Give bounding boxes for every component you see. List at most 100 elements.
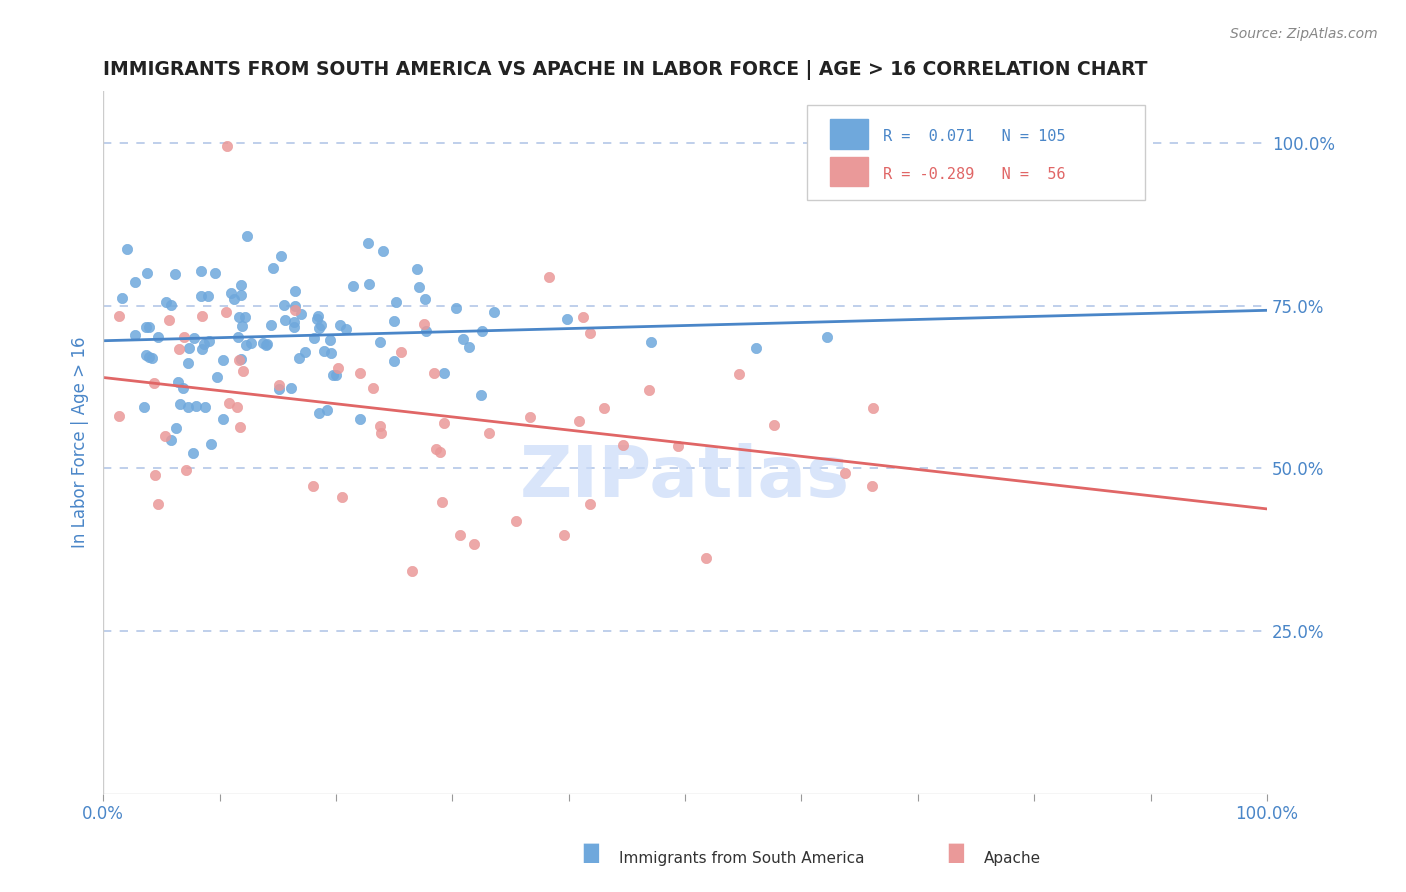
Point xyxy=(148,329,170,343)
Point xyxy=(239,335,262,350)
Point xyxy=(190,263,212,277)
Point xyxy=(215,139,238,153)
Point xyxy=(470,388,492,402)
Point xyxy=(226,400,249,414)
Point xyxy=(406,262,429,277)
Point xyxy=(235,228,257,243)
Point xyxy=(194,400,217,414)
Point xyxy=(307,309,329,323)
Point xyxy=(319,346,342,360)
Point xyxy=(190,343,212,357)
Point xyxy=(153,429,176,443)
Point xyxy=(695,551,717,566)
Bar xyxy=(831,120,868,149)
Point xyxy=(815,329,838,343)
Point xyxy=(269,382,291,396)
Point xyxy=(389,345,412,359)
Point xyxy=(555,311,578,326)
Point xyxy=(193,337,215,351)
Text: █: █ xyxy=(949,844,963,863)
Point xyxy=(349,366,371,380)
Point xyxy=(132,401,155,415)
Point xyxy=(260,318,283,332)
Point xyxy=(401,564,423,578)
Point xyxy=(267,378,290,392)
Point xyxy=(413,292,436,306)
Point xyxy=(309,318,332,332)
Point xyxy=(117,243,139,257)
Point xyxy=(463,537,485,551)
Point xyxy=(519,410,541,425)
Point xyxy=(284,285,307,299)
Point xyxy=(288,351,311,365)
Point xyxy=(111,291,134,305)
Point xyxy=(319,333,342,347)
Point xyxy=(169,342,191,356)
Text: R = -0.289   N =  56: R = -0.289 N = 56 xyxy=(883,167,1066,182)
Point xyxy=(325,368,347,382)
Point xyxy=(198,334,221,348)
Point xyxy=(444,301,467,315)
Point xyxy=(429,445,451,459)
Point xyxy=(368,334,391,349)
Point xyxy=(382,314,405,328)
Point xyxy=(184,400,207,414)
Point xyxy=(425,442,447,457)
Point xyxy=(183,331,205,345)
Text: Immigrants from South America: Immigrants from South America xyxy=(619,851,865,865)
Point xyxy=(382,354,405,368)
Point xyxy=(211,353,233,368)
Point xyxy=(357,235,380,250)
Point xyxy=(108,310,131,324)
Point xyxy=(200,437,222,451)
Point xyxy=(471,324,494,338)
Point xyxy=(571,310,593,324)
Point xyxy=(177,341,200,355)
Point xyxy=(385,294,408,309)
Point xyxy=(228,419,250,434)
Point xyxy=(252,336,274,351)
Point xyxy=(316,403,339,417)
Point xyxy=(329,318,352,333)
Point xyxy=(451,332,474,346)
Point xyxy=(308,321,330,335)
Point xyxy=(207,370,229,384)
Point xyxy=(505,514,527,528)
Point xyxy=(433,416,456,430)
Point xyxy=(138,350,160,364)
Point xyxy=(124,327,146,342)
Point xyxy=(107,409,129,423)
Point xyxy=(860,479,883,493)
Point xyxy=(458,340,481,354)
Point xyxy=(478,425,501,440)
Point xyxy=(593,401,616,415)
FancyBboxPatch shape xyxy=(807,105,1144,200)
Point xyxy=(274,313,297,327)
Point xyxy=(169,396,191,410)
Point xyxy=(371,244,394,259)
Point xyxy=(449,527,471,541)
Point xyxy=(638,383,661,397)
Text: █: █ xyxy=(583,844,598,863)
Point xyxy=(165,421,187,435)
Point xyxy=(415,324,437,338)
Point xyxy=(228,330,250,344)
Point xyxy=(254,338,277,352)
Point xyxy=(136,266,159,280)
Point xyxy=(163,267,186,281)
Point xyxy=(124,275,146,289)
Point xyxy=(744,342,766,356)
Point xyxy=(321,368,343,382)
Point xyxy=(157,312,180,326)
Point xyxy=(215,305,238,319)
Text: IMMIGRANTS FROM SOUTH AMERICA VS APACHE IN LABOR FORCE | AGE > 16 CORRELATION CH: IMMIGRANTS FROM SOUTH AMERICA VS APACHE … xyxy=(103,60,1147,79)
Point xyxy=(413,317,436,331)
Point xyxy=(302,479,325,493)
Point xyxy=(568,414,591,428)
Point xyxy=(228,310,250,325)
Point xyxy=(231,288,253,302)
Point xyxy=(256,337,278,351)
Point xyxy=(361,381,384,395)
Point xyxy=(283,320,305,334)
Point xyxy=(430,495,453,509)
